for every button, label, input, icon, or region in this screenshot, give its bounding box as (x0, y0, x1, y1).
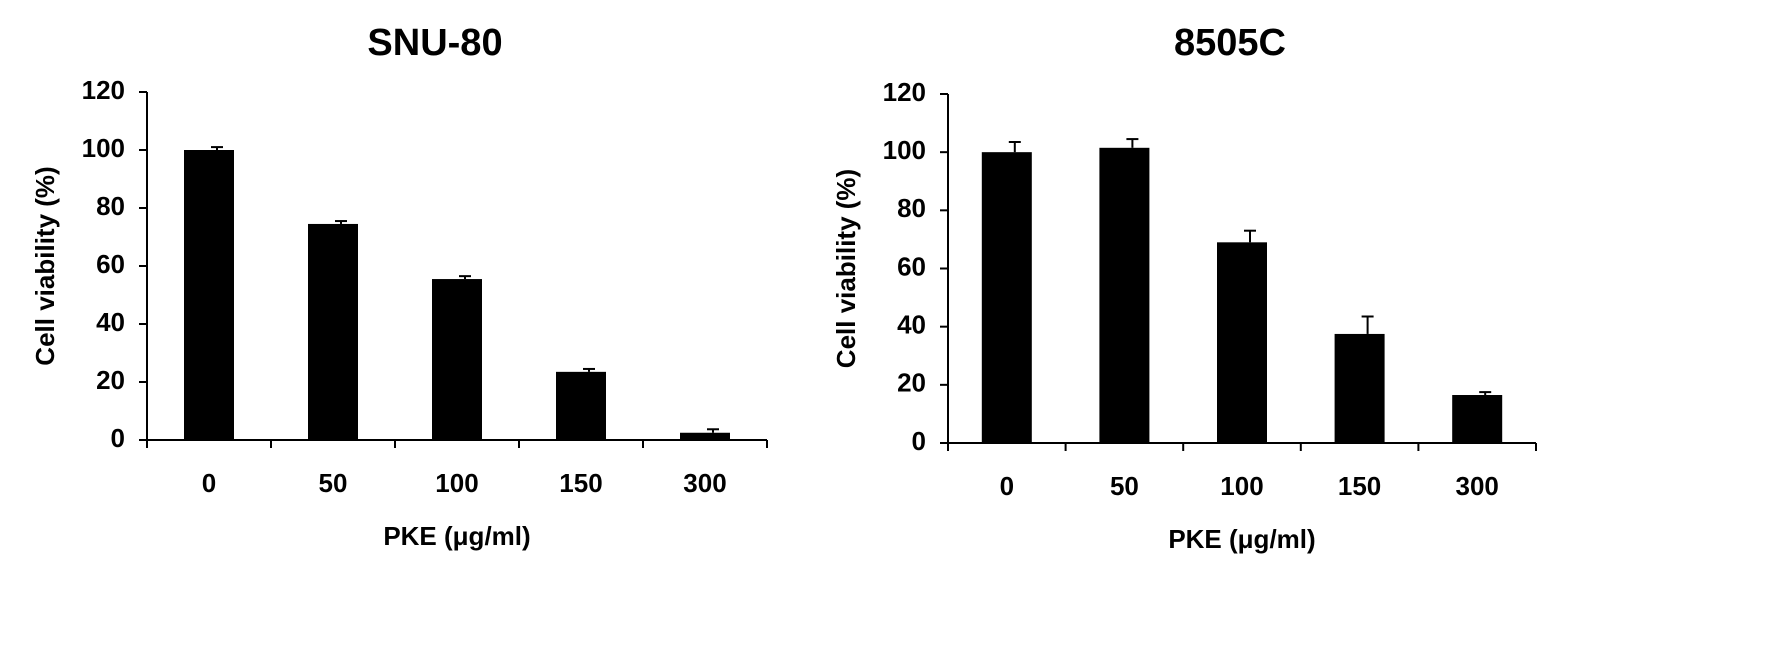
bar (556, 371, 606, 440)
y-tick-label: 100 (883, 135, 926, 165)
y-tick-label: 20 (96, 365, 125, 395)
bar (1217, 242, 1267, 443)
y-tick-label: 100 (82, 133, 125, 163)
y-tick-label: 60 (96, 249, 125, 279)
chart-title: 8505C (1174, 22, 1286, 64)
y-tick-label: 40 (897, 310, 926, 340)
y-tick-label: 120 (883, 77, 926, 107)
x-tick-label: 300 (683, 468, 726, 498)
x-tick-label: 100 (435, 468, 478, 498)
y-tick-label: 40 (96, 307, 125, 337)
y-axis-label: Cell viability (%) (30, 166, 60, 365)
y-tick-label: 0 (111, 423, 125, 453)
y-tick-label: 0 (912, 426, 926, 456)
y-tick-label: 80 (96, 191, 125, 221)
bar (1099, 147, 1150, 443)
x-tick-label: 100 (1220, 471, 1263, 501)
y-tick-label: 20 (897, 368, 926, 398)
x-tick-label: 0 (1000, 471, 1014, 501)
x-axis-label: PKE (μg/ml) (1168, 524, 1315, 554)
x-tick-label: 150 (1338, 471, 1381, 501)
x-tick-label: 50 (1110, 471, 1139, 501)
bar (184, 150, 234, 440)
y-tick-label: 60 (897, 251, 926, 281)
y-tick-label: 120 (82, 75, 125, 105)
x-axis-label: PKE (μg/ml) (383, 521, 530, 551)
bar (680, 432, 730, 440)
bar (981, 152, 1032, 443)
bar (432, 279, 482, 440)
bar (1334, 333, 1385, 443)
x-tick-label: 0 (202, 468, 216, 498)
x-tick-label: 300 (1456, 471, 1499, 501)
y-axis-label: Cell viability (%) (831, 169, 861, 368)
x-tick-label: 50 (319, 468, 348, 498)
bar (308, 223, 358, 440)
y-tick-label: 80 (897, 193, 926, 223)
bar (1452, 395, 1503, 443)
x-tick-label: 150 (559, 468, 602, 498)
chart-title: SNU-80 (367, 22, 502, 64)
